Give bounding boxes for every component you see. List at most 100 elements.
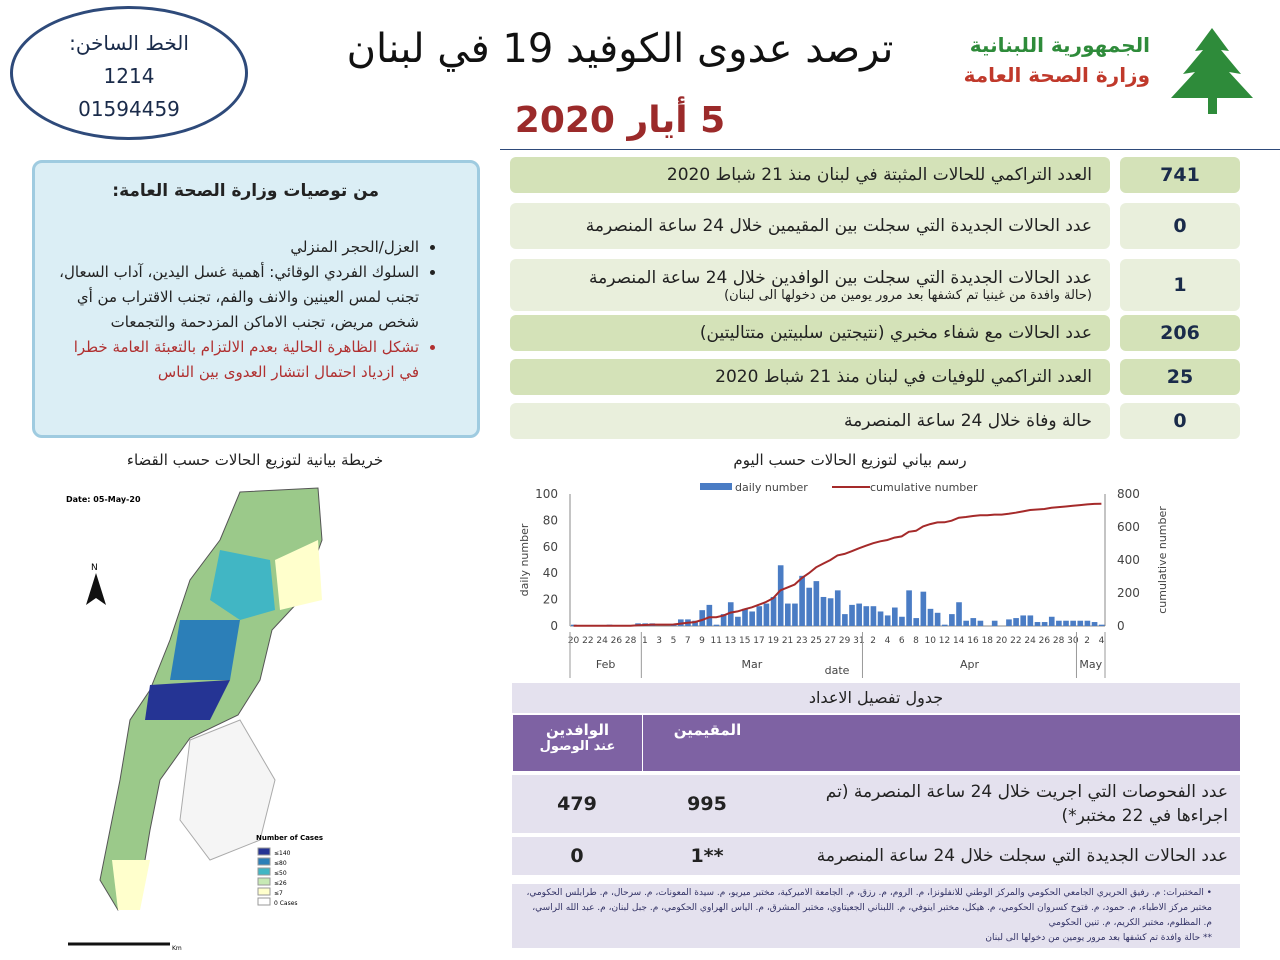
- x-tick-label: 14: [953, 636, 965, 646]
- x-tick-label: 9: [699, 636, 705, 646]
- stat-value: 0: [1120, 403, 1240, 439]
- map-district: [145, 680, 230, 720]
- y-tick-label: 60: [543, 540, 558, 554]
- recommendations-title: من توصيات وزارة الصحة العامة:: [112, 181, 379, 201]
- daily-bar: [1063, 620, 1069, 626]
- map-district: [112, 860, 150, 910]
- col-label: [772, 715, 1240, 771]
- legend-label: ≤7: [274, 890, 283, 897]
- map-district: [275, 540, 322, 610]
- cell-arrivals: 0: [570, 845, 584, 867]
- daily-bar: [856, 603, 862, 626]
- hotline-badge: الخط الساخن: 1214 01594459: [10, 6, 248, 140]
- legend-swatch: [257, 887, 271, 896]
- header-divider: [500, 149, 1280, 150]
- x-tick-label: 22: [582, 636, 593, 646]
- stat-label: العدد التراكمي للحالات المثبتة في لبنان …: [510, 157, 1110, 193]
- month-label: Feb: [596, 658, 615, 671]
- footnote: • المختبرات: م. رفيق الحريري الجامعي الح…: [512, 884, 1240, 948]
- daily-bar: [963, 620, 969, 626]
- x-tick-label: 24: [1024, 636, 1036, 646]
- ministry-name: الجمهورية اللبنانية وزارة الصحة العامة: [964, 30, 1150, 90]
- details-table: جدول تفصيل الاعداد الوافدين عند الوصول ال…: [512, 683, 1240, 875]
- legend-swatch: [257, 877, 271, 886]
- cell-residents: 1**: [690, 845, 724, 867]
- x-tick-label: 10: [925, 636, 937, 646]
- y2-tick-label: 200: [1117, 586, 1140, 600]
- daily-bar: [1006, 619, 1012, 626]
- cell-label: عدد الحالات الجديدة التي سجلت خلال 24 سا…: [816, 846, 1228, 866]
- daily-bar: [834, 590, 841, 626]
- district-map: Date: 05-May-20 N Number of Cases ≤140 ≤8…: [66, 487, 323, 952]
- x-tick-label: 4: [1099, 636, 1105, 646]
- daily-bar: [927, 608, 934, 626]
- daily-bar: [892, 607, 898, 626]
- stat-row: حالة وفاة خلال 24 ساعة المنصرمة 0: [510, 403, 1240, 439]
- daily-bar: [777, 565, 784, 626]
- footnote-labs: • المختبرات: م. رفيق الحريري الجامعي الح…: [526, 888, 1212, 928]
- stat-label: عدد الحالات الجديدة التي سجلت بين الوافد…: [510, 259, 1110, 311]
- daily-bar: [1041, 622, 1048, 626]
- x-tick-label: 25: [810, 636, 821, 646]
- ministry-label: وزارة الصحة العامة: [963, 63, 1150, 87]
- table-row: 479 995 عدد الفحوصات التي اجريت خلال 24 …: [512, 775, 1240, 833]
- legend-label: ≤140: [274, 850, 291, 857]
- y-tick-label: 20: [543, 593, 558, 607]
- daily-bar: [799, 575, 805, 626]
- x-tick-label: 8: [913, 636, 919, 646]
- stat-sub: (حالة وافدة من غينيا تم كشفها بعد مرور ي…: [724, 287, 1092, 303]
- stat-row: عدد الحالات مع شفاء مخبري (نتيجتين سلبيت…: [510, 315, 1240, 351]
- x-tick-label: 4: [885, 636, 891, 646]
- daily-bar: [727, 602, 734, 626]
- daily-bar: [870, 606, 877, 626]
- legend-swatch: [257, 847, 271, 856]
- y2-axis-label: cumulative number: [1156, 506, 1169, 614]
- daily-bar: [720, 614, 727, 626]
- table-row: 0 1** عدد الحالات الجديدة التي سجلت خلال…: [512, 837, 1240, 875]
- x-tick-label: 5: [671, 636, 677, 646]
- x-tick-label: 16: [967, 636, 979, 646]
- x-tick-label: 19: [768, 636, 780, 646]
- y2-tick-label: 0: [1117, 619, 1125, 633]
- y-tick-label: 40: [543, 566, 558, 580]
- x-tick-label: 26: [1039, 636, 1051, 646]
- cell-label: عدد الفحوصات التي اجريت خلال 24 ساعة الم…: [825, 782, 1228, 826]
- stat-value: 25: [1120, 359, 1240, 395]
- daily-bar: [763, 603, 770, 626]
- map-caption: خريطة بيانية لتوزيع الحالات حسب القضاء: [126, 451, 384, 469]
- x-tick-label: 17: [753, 636, 764, 646]
- y-axis-label: daily number: [518, 523, 531, 596]
- legend-label: 0 Cases: [274, 900, 298, 907]
- daily-bar: [713, 624, 720, 626]
- daily-bar: [1098, 624, 1105, 626]
- cedar-logo-icon: [1171, 28, 1253, 114]
- table-header-row: الوافدين عند الوصول المقيمين: [512, 715, 1240, 771]
- stat-row: عدد الحالات الجديدة التي سجلت بين الوافد…: [510, 259, 1240, 311]
- north-label: N: [91, 563, 98, 573]
- month-label: Mar: [742, 658, 763, 671]
- month-label: Apr: [960, 658, 980, 671]
- daily-bar: [756, 606, 763, 626]
- x-tick-label: 30: [1067, 636, 1079, 646]
- x-tick-label: 28: [625, 636, 637, 646]
- stat-label: حالة وفاة خلال 24 ساعة المنصرمة: [510, 403, 1110, 439]
- col-residents: المقيمين: [642, 715, 772, 771]
- x-tick-label: 2: [1084, 636, 1090, 646]
- y2-tick-label: 400: [1117, 553, 1140, 567]
- daily-bar: [692, 620, 698, 626]
- cell-residents: 995: [687, 793, 727, 815]
- daily-bar: [1056, 620, 1062, 626]
- daily-bar: [934, 612, 941, 626]
- cell-arrivals: 479: [557, 793, 597, 815]
- daily-bar: [813, 581, 820, 626]
- y-tick-label: 100: [535, 487, 558, 501]
- daily-bar: [1084, 620, 1091, 626]
- daily-bar: [863, 606, 870, 626]
- x-tick-label: 2: [870, 636, 876, 646]
- stat-row: عدد الحالات الجديدة التي سجلت بين المقيم…: [510, 203, 1240, 249]
- daily-bar: [849, 604, 855, 626]
- republic-label: الجمهورية اللبنانية: [969, 33, 1150, 57]
- y-tick-label: 0: [550, 619, 558, 633]
- cumulative-line: [573, 502, 1102, 627]
- x-tick-label: 12: [939, 636, 950, 646]
